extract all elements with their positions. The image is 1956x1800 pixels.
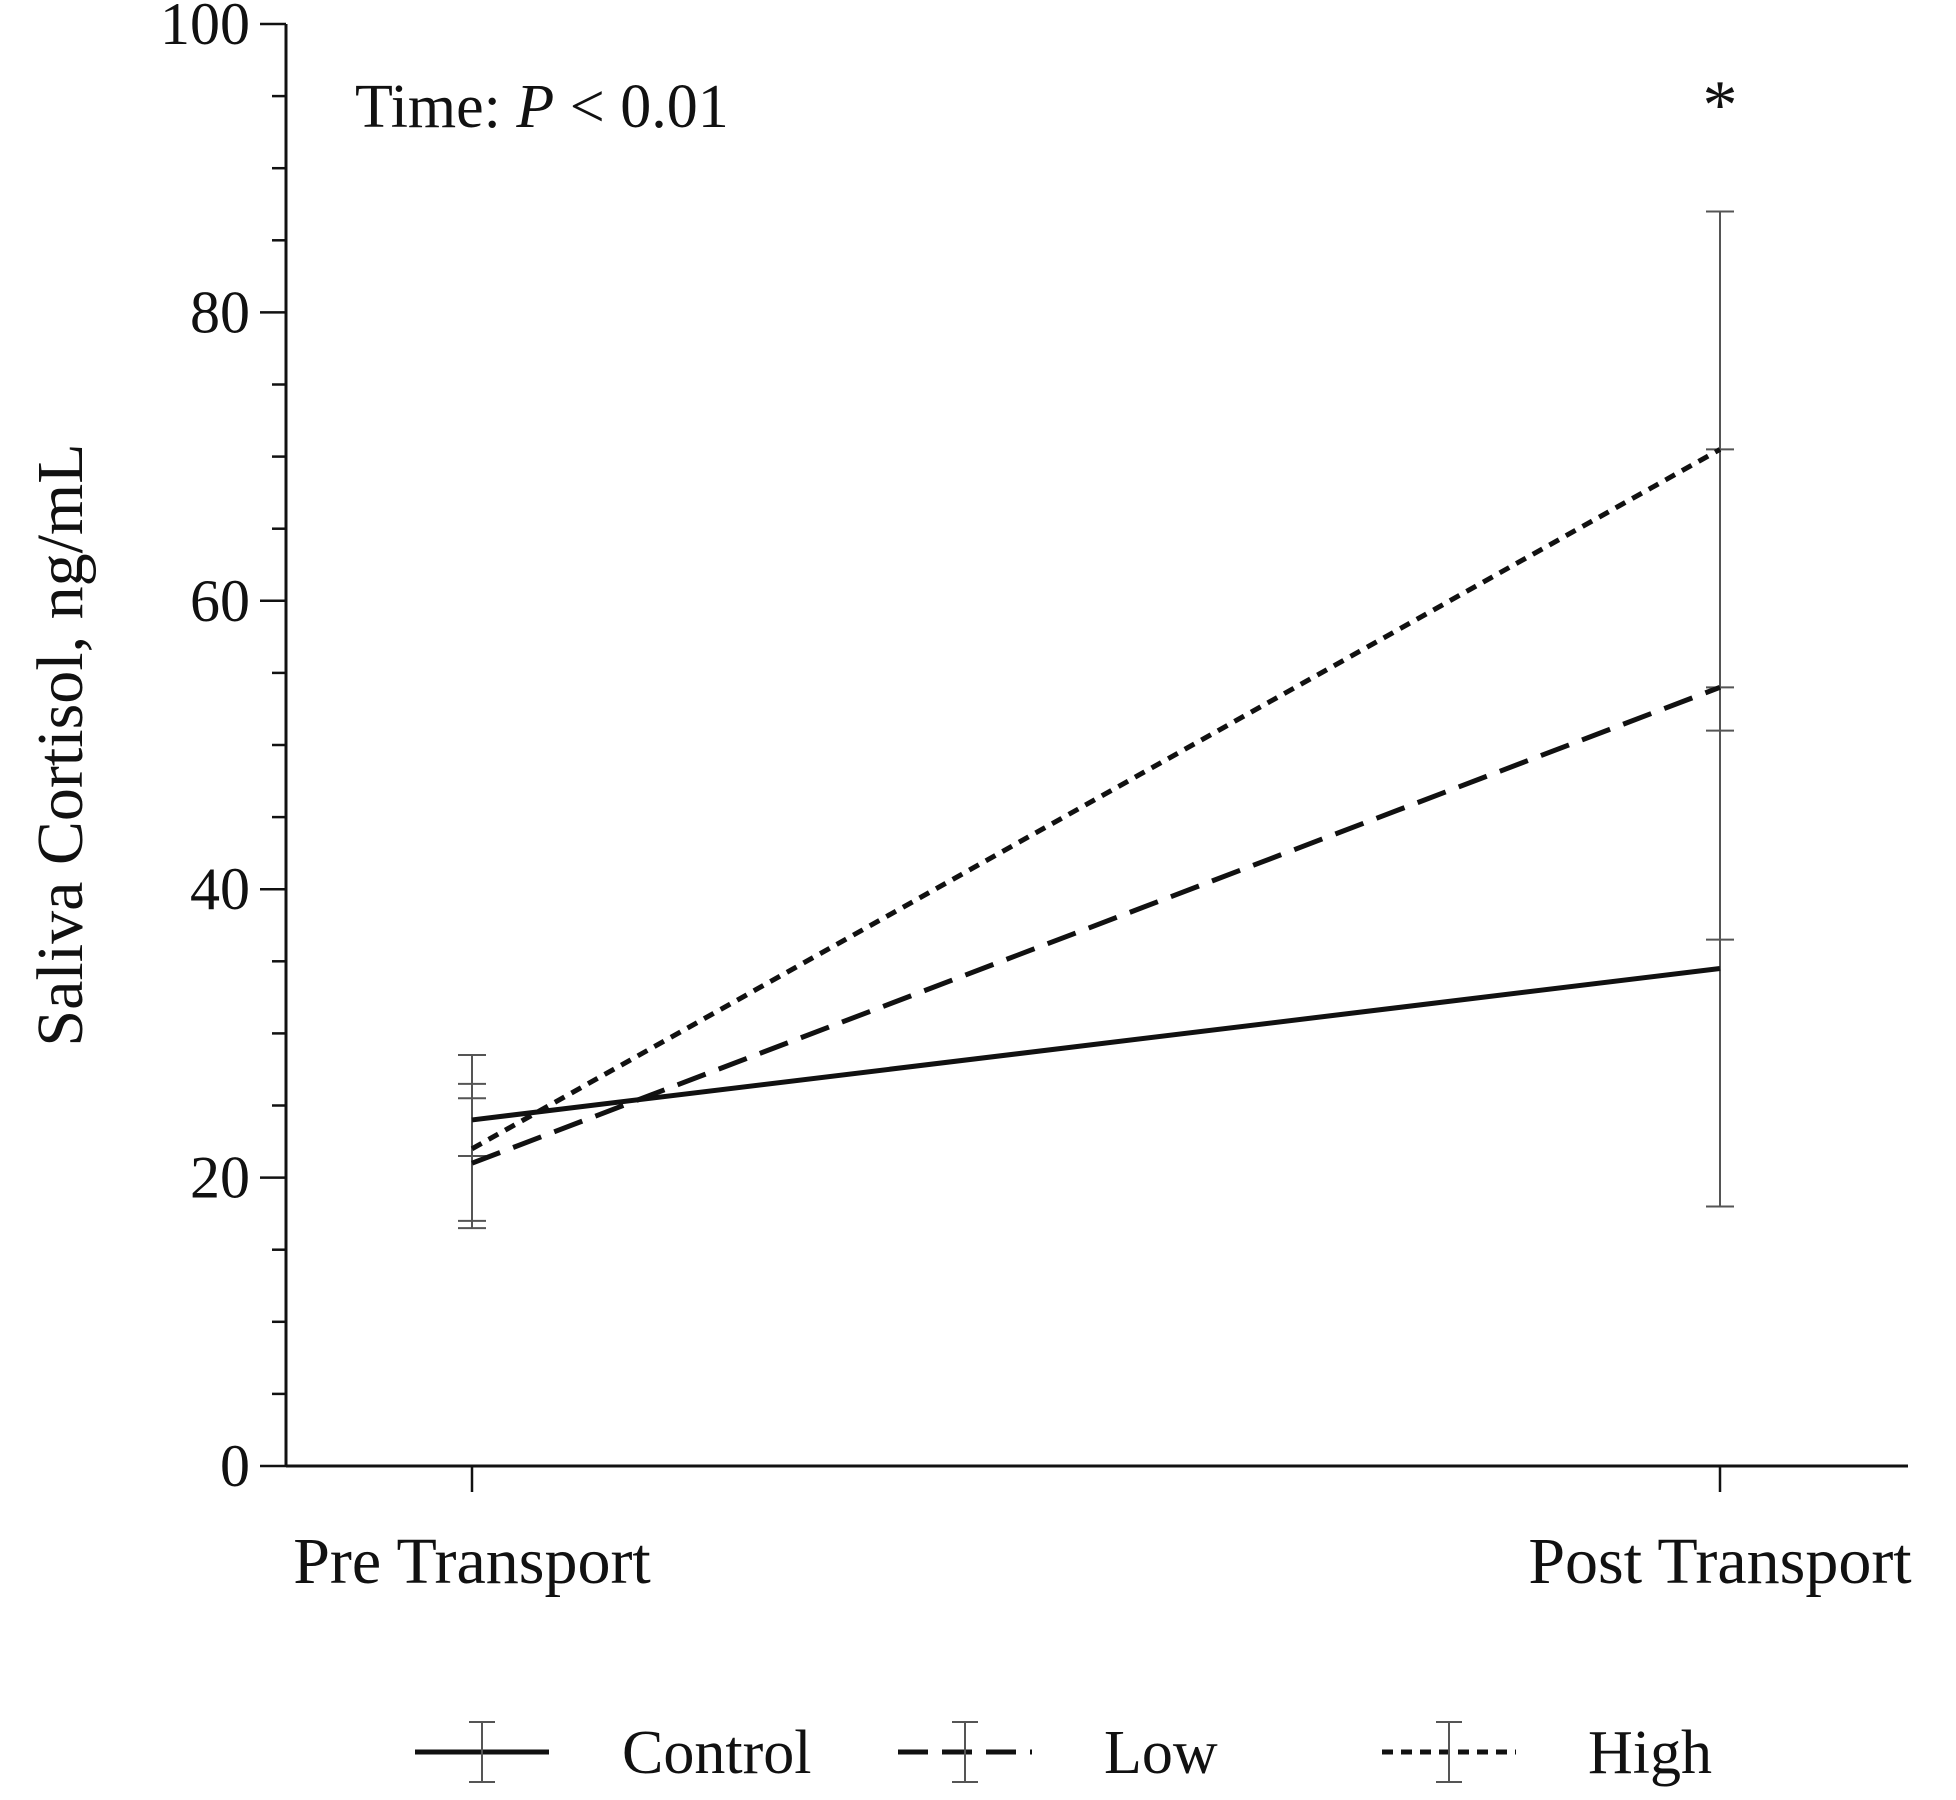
y-tick-label: 40 — [190, 856, 250, 922]
x-category-label: Post Transport — [1528, 1525, 1911, 1598]
y-axis-label: Saliva Cortisol, ng/mL — [24, 443, 97, 1046]
y-tick-label: 80 — [190, 279, 250, 345]
series-lines — [470, 447, 1722, 1166]
time-effect-annotation: Time: P < 0.01 — [355, 73, 729, 141]
legend-label-low: Low — [1104, 1719, 1218, 1787]
legend: Control Low High — [415, 1719, 1712, 1787]
chart-text: Time: P < 0.01 * Saliva Cortisol, ng/mL — [24, 67, 1738, 1047]
y-tick-label: 100 — [160, 0, 250, 57]
series-line-control — [471, 966, 1721, 1123]
y-tick-label: 0 — [220, 1433, 250, 1499]
series-line-low — [471, 684, 1721, 1166]
y-tick-label: 60 — [190, 568, 250, 634]
axes: 0 20 40 60 80 100 Pre Transport Post Transport — [160, 0, 1912, 1598]
significance-asterisk: * — [1703, 67, 1738, 144]
error-bars — [458, 210, 1734, 1230]
y-tick-label: 20 — [190, 1145, 250, 1211]
series-line-high — [470, 447, 1722, 1151]
legend-label-control: Control — [622, 1719, 811, 1787]
x-category-label: Pre Transport — [293, 1525, 651, 1598]
legend-label-high: High — [1588, 1719, 1712, 1787]
